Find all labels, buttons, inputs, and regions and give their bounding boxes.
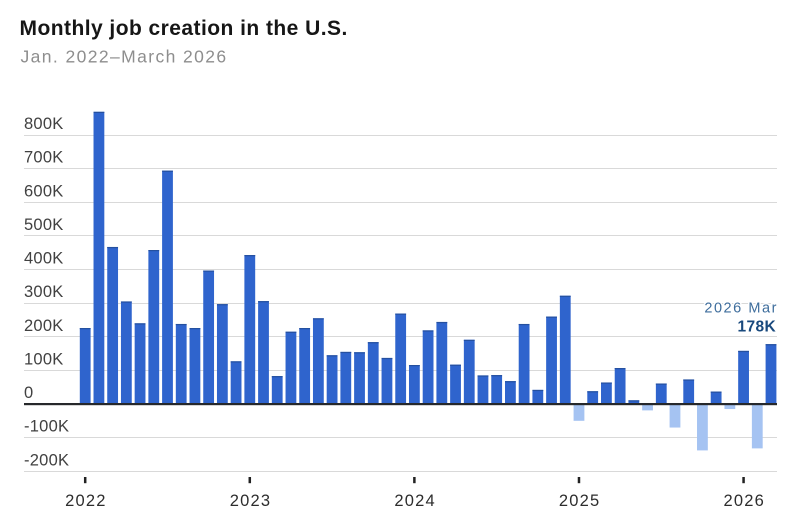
svg-text:2024: 2024 — [394, 492, 436, 510]
svg-text:600K: 600K — [24, 182, 64, 200]
svg-text:2022: 2022 — [65, 492, 107, 510]
svg-text:500K: 500K — [24, 216, 64, 234]
svg-text:Monthly job creation in the U.: Monthly job creation in the U.S. — [20, 17, 348, 40]
svg-text:Jan. 2022–March 2026: Jan. 2022–March 2026 — [21, 47, 228, 67]
svg-text:200K: 200K — [24, 317, 64, 335]
svg-text:800K: 800K — [24, 115, 64, 133]
svg-text:-100K: -100K — [24, 418, 69, 436]
svg-text:2023: 2023 — [230, 492, 272, 510]
svg-text:300K: 300K — [24, 283, 64, 301]
svg-text:-200K: -200K — [24, 451, 69, 469]
svg-text:2026: 2026 — [724, 492, 766, 510]
svg-text:400K: 400K — [24, 250, 64, 268]
svg-text:0: 0 — [24, 384, 33, 402]
svg-text:100K: 100K — [24, 350, 64, 368]
svg-text:178K: 178K — [738, 319, 777, 336]
svg-text:700K: 700K — [24, 149, 64, 167]
svg-text:2025: 2025 — [559, 492, 601, 510]
svg-text:2026 Mar: 2026 Mar — [704, 301, 778, 317]
